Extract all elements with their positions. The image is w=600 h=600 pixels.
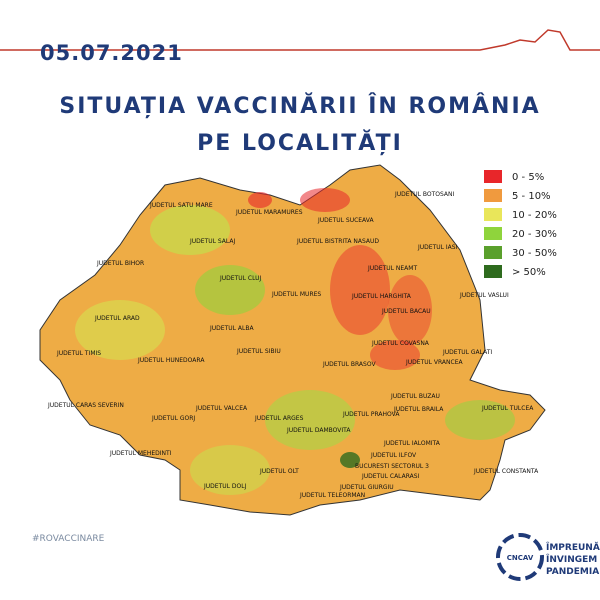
logo-text: ÎMPREUNĂ: [546, 541, 600, 553]
logo-text: PANDEMIA: [546, 567, 599, 577]
country-outline: [39, 164, 546, 516]
decor-line: [0, 29, 600, 51]
county-label: JUDETUL CARAS SEVERIN: [47, 402, 124, 409]
region-patch: [248, 192, 272, 208]
county-label: JUDETUL SALAJ: [189, 238, 235, 245]
legend-swatch: [484, 189, 502, 202]
county-label: JUDETUL MURES: [271, 291, 321, 298]
region-patch: [190, 445, 270, 495]
county-label: JUDETUL TULCEA: [481, 405, 534, 412]
legend-label: 10 - 20%: [512, 210, 557, 221]
legend-swatch: [484, 170, 502, 183]
county-label: JUDETUL ALBA: [209, 325, 254, 332]
county-label: JUDETUL SIBIU: [236, 348, 281, 355]
county-label: JUDETUL BISTRITA NASAUD: [296, 238, 379, 245]
county-label: JUDETUL GIURGIU: [339, 484, 394, 491]
region-patch: [445, 400, 515, 440]
county-label: JUDETUL IASI: [417, 244, 458, 251]
logo-text: ÎNVINGEM: [546, 553, 597, 565]
county-label: JUDETUL PRAHOVA: [342, 411, 400, 418]
county-label: JUDETUL BRAILA: [393, 406, 444, 413]
county-label: JUDETUL CALARASI: [361, 473, 420, 480]
county-label: JUDETUL NEAMT: [367, 265, 417, 272]
legend-label: 30 - 50%: [512, 248, 557, 259]
county-label: JUDETUL VRANCEA: [405, 359, 463, 366]
county-label: BUCURESTI SECTORUL 3: [355, 463, 429, 470]
region-patch: [370, 340, 420, 370]
region-patch: [75, 300, 165, 360]
legend-label: > 50%: [512, 267, 546, 278]
county-label: JUDETUL CLUJ: [219, 275, 262, 282]
region-patch: [150, 205, 230, 255]
title-line: SITUAȚIA VACCINĂRII ÎN ROMÂNIA: [59, 93, 540, 119]
legend-label: 20 - 30%: [512, 229, 557, 240]
county-label: JUDETUL CONSTANTA: [473, 468, 539, 475]
legend: 0 - 5% 5 - 10% 10 - 20% 20 - 30% 30 - 50% > 5…: [484, 170, 557, 278]
county-label: JUDETUL BIHOR: [96, 260, 144, 267]
legend-swatch: [484, 265, 502, 278]
county-label: JUDETUL ARAD: [94, 315, 140, 322]
county-labels: JUDETUL SATU MARE JUDETUL MARAMURES JUDETU…: [47, 191, 539, 499]
county-label: JUDETUL BRASOV: [322, 361, 376, 368]
county-label: JUDETUL SUCEAVA: [317, 217, 375, 224]
county-label: JUDETUL MARAMURES: [235, 209, 303, 216]
logo-ring: [496, 533, 544, 581]
region-patch: [300, 188, 350, 212]
county-label: JUDETUL VASLUI: [459, 292, 509, 299]
county-label: JUDETUL COVASNA: [371, 340, 430, 347]
county-label: JUDETUL MEHEDINTI: [109, 450, 172, 457]
logo: CNCAV ÎMPREUNĂ ÎNVINGEM PANDEMIA: [496, 533, 600, 581]
county-label: JUDETUL BOTOSANI: [394, 191, 455, 198]
county-label: JUDETUL GALATI: [442, 349, 492, 356]
county-label: JUDETUL BUZAU: [390, 393, 440, 400]
region-patch: [340, 452, 360, 468]
hashtag: #ROVACCINARE: [32, 534, 105, 544]
legend-swatch: [484, 208, 502, 221]
legend-label: 0 - 5%: [512, 172, 544, 183]
logo-mark: CNCAV: [507, 554, 534, 562]
legend-swatch: [484, 246, 502, 259]
county-label: JUDETUL DAMBOVITA: [286, 427, 351, 434]
county-label: JUDETUL TELEORMAN: [299, 492, 365, 499]
county-label: JUDETUL SATU MARE: [149, 202, 213, 209]
region-patch: [388, 275, 432, 345]
county-label: JUDETUL GORJ: [151, 415, 195, 422]
county-label: JUDETUL TIMIS: [56, 350, 101, 357]
county-label: JUDETUL HUNEDOARA: [137, 357, 205, 364]
region-patch: [265, 390, 355, 450]
region-patch: [195, 265, 265, 315]
county-label: JUDETUL VALCEA: [195, 405, 248, 412]
map: [39, 164, 546, 516]
title-line: PE LOCALITĂȚI: [197, 130, 403, 156]
county-label: JUDETUL IALOMITA: [383, 440, 441, 447]
date: 05.07.2021: [40, 41, 183, 65]
county-label: JUDETUL ILFOV: [370, 452, 417, 459]
region-patch: [330, 245, 390, 335]
legend-swatch: [484, 227, 502, 240]
county-label: JUDETUL DOLJ: [203, 483, 247, 490]
county-label: JUDETUL OLT: [259, 468, 299, 475]
county-label: JUDETUL ARGES: [254, 415, 304, 422]
county-label: JUDETUL BACAU: [381, 308, 431, 315]
county-label: JUDETUL HARGHITA: [351, 293, 412, 300]
legend-label: 5 - 10%: [512, 191, 551, 202]
